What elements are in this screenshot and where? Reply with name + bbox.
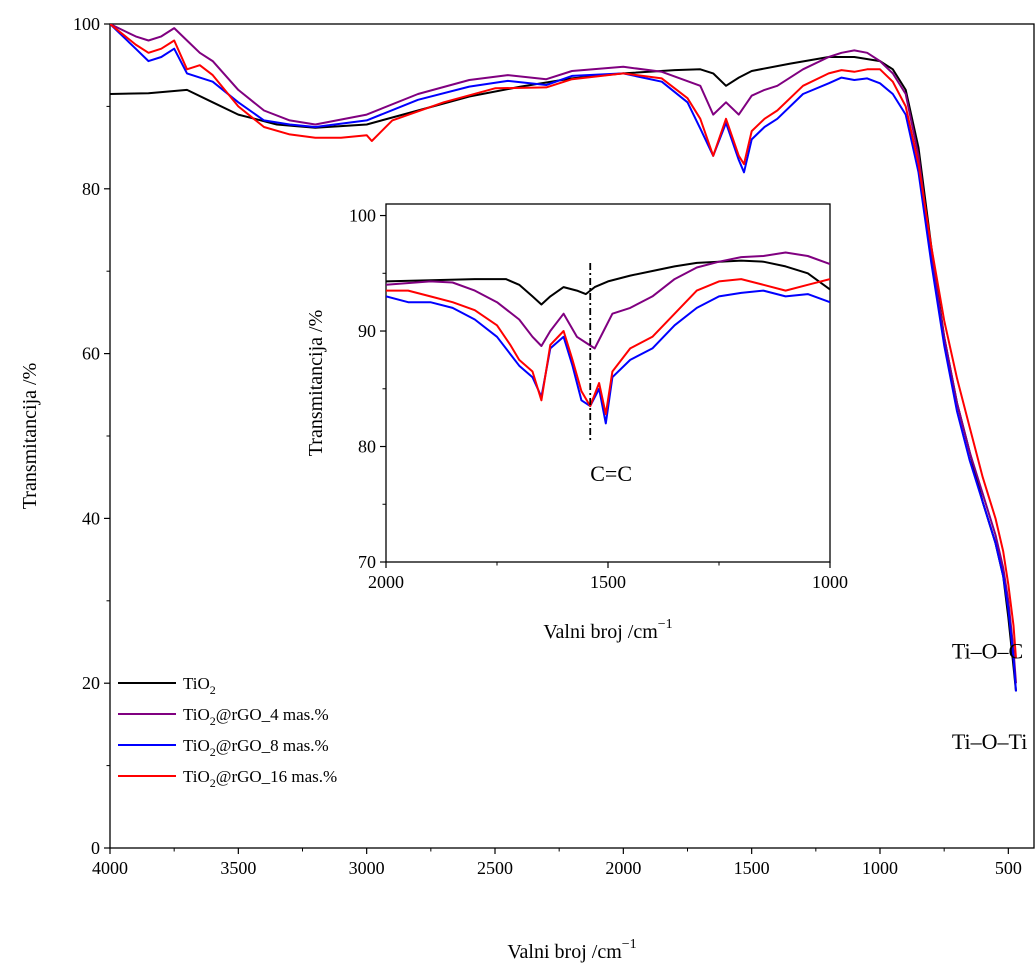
main-x-axis-title: Valni broj /cm−1: [507, 937, 636, 963]
inset-x-tick-label: 2000: [368, 572, 404, 592]
main-y-tick-label: 40: [82, 508, 100, 528]
main-series-line-2: [110, 24, 1017, 692]
legend-label-1: TiO2@rGO_4 mas.%: [183, 705, 329, 728]
main-y-axis-title: Transmitancija /%: [19, 363, 41, 509]
legend: TiO2 TiO2@rGO_4 mas.% TiO2@rGO_8 mas.% TiO2…: [118, 674, 337, 790]
main-y-tick-label: 80: [82, 179, 100, 199]
legend-label-0: TiO2: [183, 674, 216, 697]
inset-series-line-3: [386, 278, 830, 416]
inset-annotation-0: C=C: [590, 461, 632, 486]
inset-series-line-1: [386, 251, 830, 350]
main-x-tick-label: 500: [995, 858, 1022, 878]
legend-label-2: TiO2@rGO_8 mas.%: [183, 736, 329, 759]
inset-plot-frame: [385, 203, 831, 563]
inset-series-line-2: [386, 289, 830, 425]
main-x-tick-label: 1500: [734, 858, 770, 878]
inset-plot: 2000 1500 1000 70 80 90 100 Valni broj /cm−1 Tra…: [305, 203, 848, 643]
main-y-tick-label: 20: [82, 673, 100, 693]
main-x-tick-label: 3500: [220, 858, 256, 878]
main-plot: 4000 3500 3000 2500 2000 1500 1000 500 0 20 40 60 80…: [19, 14, 1035, 963]
main-annotation-0: Ti–O–C: [952, 638, 1023, 663]
main-x-tick-label: 2500: [477, 858, 513, 878]
inset-y-tick-label: 100: [349, 206, 376, 226]
main-series-line-3: [110, 24, 1017, 659]
main-x-tick-label: 3000: [349, 858, 385, 878]
inset-x-tick-label: 1500: [590, 572, 626, 592]
inset-x-axis-title: Valni broj /cm−1: [543, 617, 672, 643]
inset-y-tick-label: 70: [358, 552, 376, 572]
main-x-tick-label: 4000: [92, 858, 128, 878]
inset-y-axis-title: Transmitancija /%: [305, 310, 327, 456]
inset-y-tick-label: 90: [358, 321, 376, 341]
main-y-tick-label: 100: [73, 14, 100, 34]
main-y-tick-label: 60: [82, 344, 100, 364]
main-y-tick-label: 0: [91, 838, 100, 858]
main-annotation-1: Ti–O–Ti: [952, 729, 1027, 754]
inset-series-line-0: [386, 259, 830, 306]
inset-x-tick-label: 1000: [812, 572, 848, 592]
main-x-tick-label: 2000: [605, 858, 641, 878]
legend-label-3: TiO2@rGO_16 mas.%: [183, 767, 337, 790]
main-x-tick-label: 1000: [862, 858, 898, 878]
inset-y-tick-label: 80: [358, 437, 376, 457]
main-series-line-1: [110, 24, 1017, 684]
